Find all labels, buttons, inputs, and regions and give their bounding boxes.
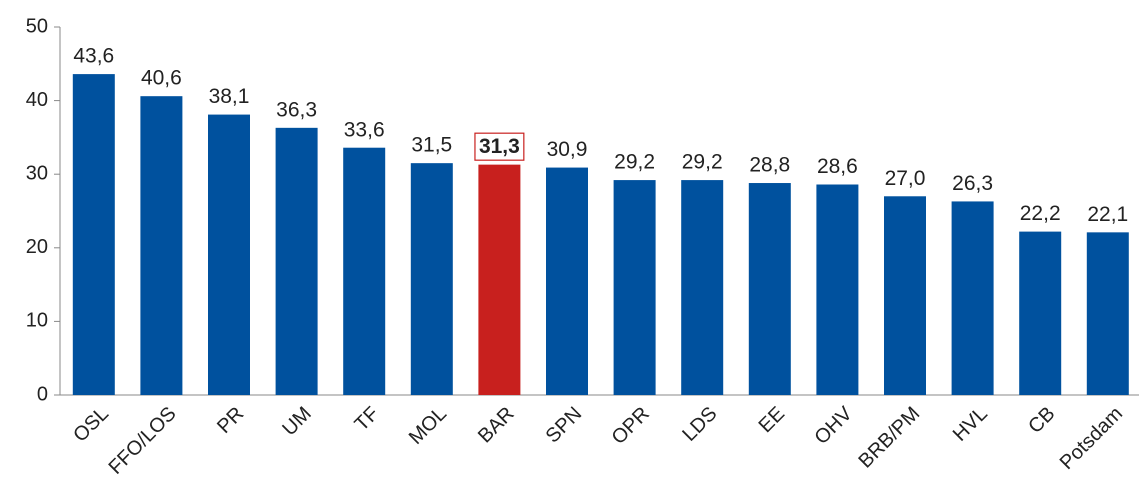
- value-label: 33,6: [344, 118, 385, 141]
- bar: [546, 167, 588, 395]
- value-label: 28,6: [817, 155, 858, 178]
- x-tick-label: EE: [755, 403, 789, 437]
- bar: [748, 183, 791, 395]
- y-tick-label: 40: [26, 89, 48, 111]
- value-label-box: [474, 132, 525, 161]
- bar: [410, 163, 453, 395]
- x-tick-label: FFO/LOS: [105, 403, 181, 479]
- value-label: 36,3: [276, 98, 317, 121]
- bar: [1019, 231, 1062, 395]
- bar: [208, 114, 250, 396]
- x-tick-label: OPR: [608, 403, 654, 449]
- bar: [816, 184, 859, 395]
- bar: [681, 180, 724, 395]
- y-tick-label: 50: [26, 15, 48, 37]
- value-label: 22,1: [1087, 203, 1128, 226]
- x-tick-label: CB: [1024, 403, 1059, 438]
- x-tick-label: Potsdam: [1056, 403, 1127, 474]
- value-label: 27,0: [885, 167, 926, 190]
- value-label: 26,3: [952, 172, 993, 195]
- bar: [478, 164, 521, 395]
- x-tick-label: BRB/PM: [854, 403, 924, 473]
- x-tick-label: HVL: [949, 403, 992, 446]
- x-tick-label: UM: [278, 403, 316, 441]
- x-tick-label: MOL: [405, 403, 451, 449]
- value-label: 30,9: [547, 138, 588, 161]
- value-label: 43,6: [73, 45, 114, 68]
- y-tick-label: 30: [26, 162, 48, 184]
- value-label: 29,2: [614, 151, 655, 174]
- value-label: 38,1: [209, 85, 250, 108]
- bar: [1086, 232, 1129, 395]
- value-label: 29,2: [682, 151, 723, 174]
- value-label: 31,3: [479, 135, 520, 158]
- bar: [72, 74, 115, 395]
- y-tick-label: 20: [26, 236, 48, 258]
- bar: [343, 147, 386, 395]
- value-label: 28,8: [749, 154, 790, 177]
- y-tick-label: 10: [26, 310, 48, 332]
- x-tick-label: TF: [351, 403, 384, 436]
- bar: [275, 127, 318, 395]
- x-tick-label: PR: [213, 403, 248, 438]
- value-label: 22,2: [1020, 202, 1061, 225]
- x-tick-label: OHV: [810, 402, 857, 449]
- bar: [951, 201, 994, 395]
- x-tick-label: BAR: [474, 403, 519, 448]
- x-tick-label: SPN: [542, 403, 587, 448]
- y-tick-label: 0: [37, 383, 48, 405]
- value-label: 31,5: [411, 134, 452, 157]
- bar: [613, 180, 656, 395]
- bar: [140, 96, 183, 396]
- x-tick-label: LDS: [678, 403, 721, 446]
- x-tick-label: OSL: [69, 403, 113, 447]
- value-label: 40,6: [141, 67, 182, 90]
- bar: [884, 196, 926, 395]
